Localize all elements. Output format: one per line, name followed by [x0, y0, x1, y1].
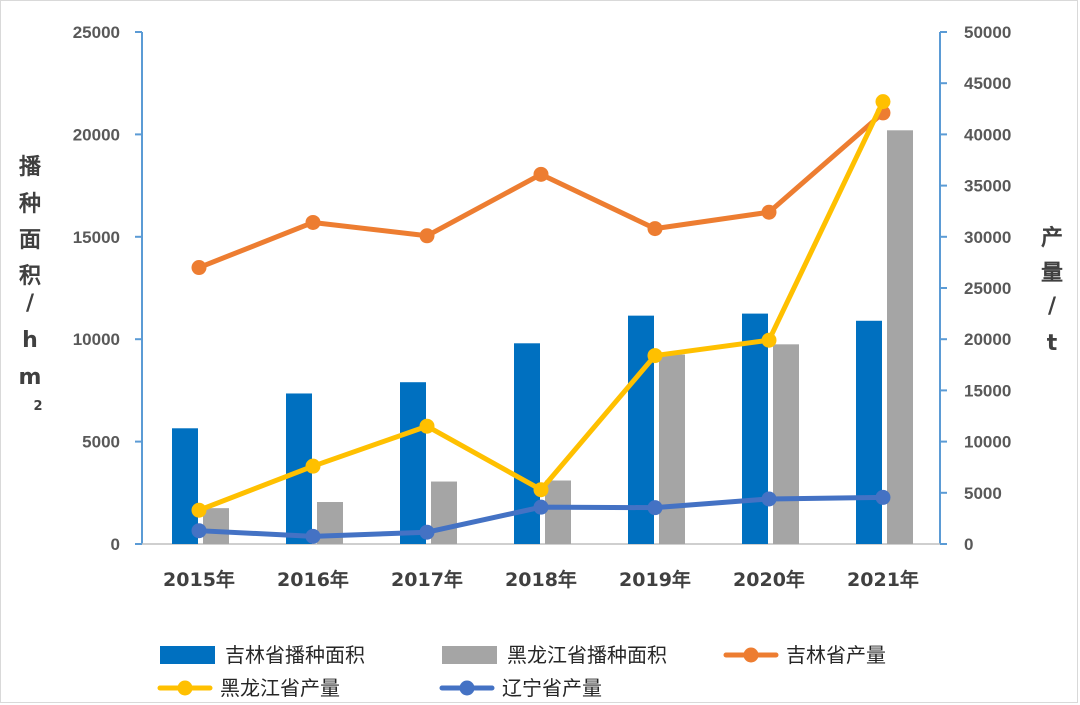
legend-label: 黑龙江省播种面积: [507, 643, 667, 667]
point-heilongjiang-output: [305, 458, 321, 474]
right-axis-label-char: 量: [1041, 261, 1063, 286]
right-tick-label: 20000: [964, 330, 1011, 349]
legend-item: 黑龙江省播种面积: [442, 643, 667, 667]
left-axis-label-char: 播: [19, 155, 42, 180]
point-liaoning-output: [419, 524, 435, 540]
legend-item: 黑龙江省产量: [157, 676, 340, 700]
left-axis-label-char: m: [19, 365, 42, 390]
right-axis-label-char: /: [1048, 294, 1057, 319]
legend-label: 黑龙江省产量: [220, 676, 340, 700]
point-liaoning-output: [875, 489, 891, 505]
point-jilin-output: [647, 221, 663, 237]
right-tick-label: 45000: [964, 74, 1011, 93]
point-heilongjiang-output: [533, 482, 549, 498]
x-tick-label: 2020年: [733, 568, 805, 591]
left-axis-label-char: 面: [19, 228, 41, 253]
x-tick-label: 2016年: [277, 568, 349, 591]
x-tick-label: 2017年: [391, 568, 463, 591]
legend-swatch-bar: [442, 646, 497, 664]
legend-swatch-marker: [459, 680, 475, 696]
legend-swatch-bar: [160, 646, 215, 664]
bar-jilin-area: [742, 313, 768, 544]
legend-label: 吉林省播种面积: [225, 643, 365, 667]
right-tick-label: 40000: [964, 125, 1011, 144]
line-jilin-output: [196, 110, 886, 271]
right-tick-label: 5000: [964, 484, 1002, 503]
point-jilin-output: [419, 228, 435, 244]
bar-heilongjiang-area: [203, 508, 229, 544]
point-jilin-output: [191, 260, 207, 276]
legend-label: 吉林省产量: [786, 643, 886, 667]
legend-label: 辽宁省产量: [502, 676, 602, 700]
legend-item: 吉林省播种面积: [160, 643, 365, 667]
x-tick-label: 2019年: [619, 568, 691, 591]
bar-heilongjiang-area: [545, 480, 571, 544]
right-tick-label: 0: [964, 535, 973, 554]
point-liaoning-output: [191, 523, 207, 539]
x-tick-label: 2021年: [847, 568, 919, 591]
right-tick-label: 50000: [964, 23, 1011, 42]
left-tick-label: 20000: [73, 125, 120, 144]
legend-item: 吉林省产量: [723, 643, 886, 667]
point-heilongjiang-output: [761, 332, 777, 348]
bar-jilin-area: [172, 428, 198, 544]
bar-heilongjiang-area: [887, 130, 913, 544]
point-jilin-output: [533, 166, 549, 182]
x-tick-label: 2018年: [505, 568, 577, 591]
legend-swatch-marker: [743, 647, 759, 663]
legend-item: 辽宁省产量: [439, 676, 602, 700]
right-tick-label: 35000: [964, 177, 1011, 196]
bar-jilin-area: [856, 320, 882, 544]
point-jilin-output: [761, 204, 777, 220]
point-jilin-output: [305, 214, 321, 230]
left-tick-label: 10000: [73, 330, 120, 349]
bar-heilongjiang-area: [431, 481, 457, 544]
bar-heilongjiang-area: [773, 344, 799, 544]
point-liaoning-output: [761, 491, 777, 507]
left-axis-label-char: h: [22, 328, 38, 353]
point-liaoning-output: [647, 500, 663, 516]
right-tick-label: 30000: [964, 228, 1011, 247]
point-heilongjiang-output: [875, 94, 891, 110]
left-tick-label: 15000: [73, 228, 120, 247]
point-heilongjiang-output: [191, 502, 207, 518]
point-heilongjiang-output: [647, 348, 663, 364]
legend-swatch-marker: [177, 680, 193, 696]
x-tick-label: 2015年: [163, 568, 235, 591]
left-axis-label-char: 积: [19, 264, 41, 289]
bar-heilongjiang-area: [659, 354, 685, 544]
point-heilongjiang-output: [419, 418, 435, 434]
right-tick-label: 25000: [964, 279, 1011, 298]
right-tick-label: 10000: [964, 433, 1011, 452]
point-liaoning-output: [533, 499, 549, 515]
left-tick-label: 0: [111, 535, 120, 554]
left-tick-label: 25000: [73, 23, 120, 42]
right-tick-label: 15000: [964, 381, 1011, 400]
left-axis-label-char: /: [26, 291, 35, 316]
left-axis-label-char: 2: [33, 399, 42, 414]
left-tick-label: 5000: [82, 433, 120, 452]
right-axis-label-char: 产: [1041, 226, 1063, 251]
right-axis-label-char: t: [1047, 331, 1058, 356]
bar-jilin-area: [400, 382, 426, 544]
point-liaoning-output: [305, 528, 321, 544]
left-axis-label-char: 种: [19, 192, 41, 217]
